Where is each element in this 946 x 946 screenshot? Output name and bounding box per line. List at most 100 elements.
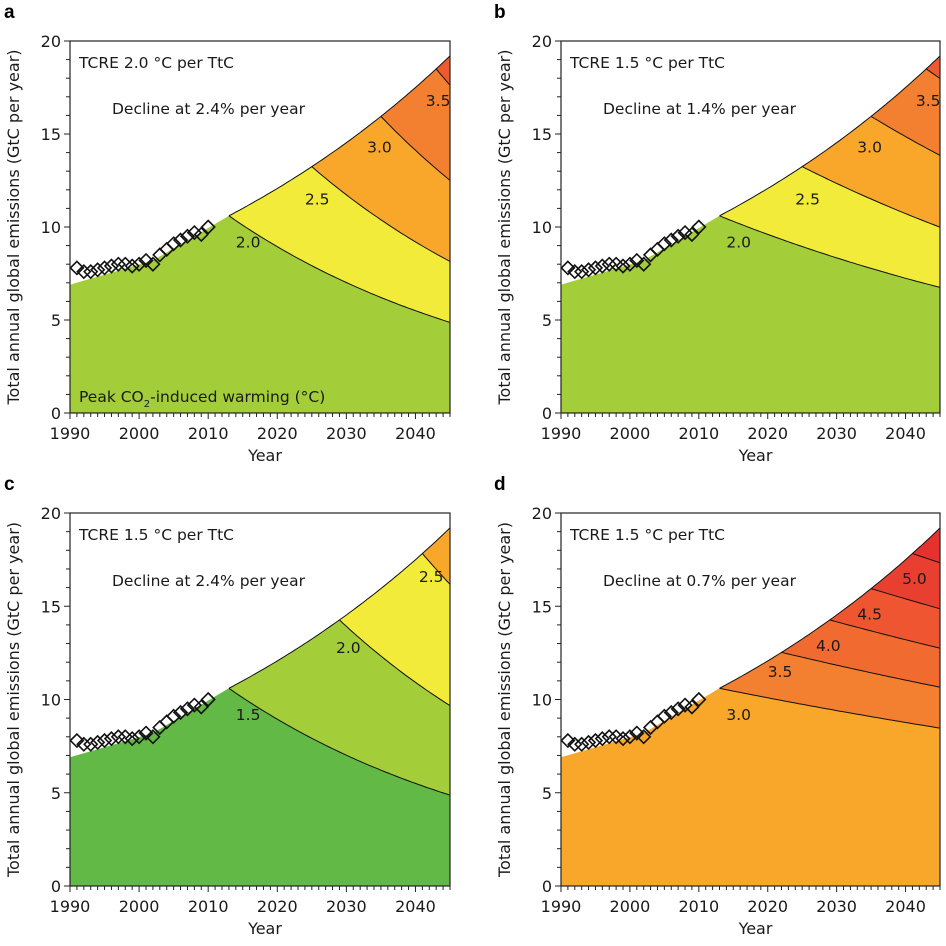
region-label: 4.0	[816, 637, 841, 655]
y-axis-title: Total annual global emissions (GtC per y…	[495, 522, 514, 878]
historical-marker	[69, 260, 85, 276]
x-axis-title: Year	[738, 919, 773, 938]
x-tick-label: 1990	[50, 424, 91, 443]
historical-marker	[103, 258, 120, 274]
historical-marker	[691, 691, 707, 708]
y-tick-label: 10	[41, 218, 61, 237]
historical-marker	[179, 701, 196, 717]
historical-marker	[166, 708, 182, 724]
tcre-annotation: TCRE 1.5 °C per TtC	[569, 54, 725, 72]
y-tick-label: 5	[51, 311, 61, 330]
historical-marker	[580, 262, 597, 278]
y-tick-label: 5	[542, 784, 552, 803]
x-tick-label: 1990	[541, 424, 582, 443]
region-label: 3.5	[768, 663, 793, 681]
historical-marker	[138, 725, 154, 741]
region-label: 2.5	[419, 568, 444, 586]
historical-marker	[691, 219, 707, 235]
decline-curve	[719, 215, 941, 288]
decline-curve	[422, 553, 451, 585]
y-tick-label: 15	[532, 125, 552, 144]
historical-marker	[670, 228, 686, 244]
historical-marker	[629, 252, 645, 269]
decline-curve	[801, 166, 941, 228]
historical-marker	[594, 731, 610, 747]
x-tick-label: 2030	[326, 897, 367, 916]
x-tick-label: 2040	[395, 897, 436, 916]
panel-d: d 3.0 3.5 4.0 4.5 5.0 0 5 10 15 20 1990 2000 2010 2020…	[494, 474, 941, 938]
historical-marker	[200, 691, 216, 708]
region-3.0	[802, 116, 940, 228]
historical-marker	[83, 264, 99, 280]
region-top	[422, 527, 450, 585]
decline-curve	[339, 619, 451, 707]
decline-annotation: Decline at 2.4% per year	[112, 572, 306, 590]
region-label: 2.0	[336, 639, 361, 657]
historical-marker	[594, 258, 610, 274]
historical-marker	[166, 236, 182, 252]
region-5.0	[871, 553, 940, 609]
historical-marker	[138, 252, 154, 269]
y-axis-title: Total annual global emissions (GtC per y…	[4, 522, 23, 878]
historical-marker	[615, 258, 631, 274]
x-tick-label: 2010	[678, 897, 719, 916]
x-tick-label: 2010	[678, 424, 719, 443]
y-tick-label: 5	[542, 311, 552, 330]
historical-marker	[110, 729, 126, 745]
x-tick-label: 2020	[747, 424, 788, 443]
region-4.5	[829, 588, 940, 649]
region-top	[912, 527, 940, 563]
decline-curve	[829, 619, 941, 649]
decline-curve	[380, 116, 451, 181]
y-tick-label: 5	[51, 784, 61, 803]
x-tick-label: 2030	[816, 424, 857, 443]
historical-marker	[567, 264, 583, 280]
decline-curve	[311, 166, 451, 262]
y-tick-label: 20	[532, 32, 552, 51]
historical-marker	[622, 256, 638, 272]
y-tick-label: 10	[532, 691, 552, 710]
region-label: 2.5	[795, 191, 820, 209]
y-tick-label: 0	[51, 404, 61, 423]
historical-marker	[96, 732, 113, 749]
region-2.0	[561, 215, 940, 413]
historical-marker	[90, 262, 106, 278]
historical-marker	[622, 729, 638, 745]
region-2.0	[228, 619, 450, 796]
decline-curve	[925, 68, 941, 79]
region-label: 3.5	[426, 92, 451, 110]
y-tick-label: 20	[41, 504, 61, 523]
region-2.0	[70, 215, 450, 413]
decline-curve	[912, 553, 941, 564]
panel-letter: b	[494, 2, 506, 23]
historical-marker	[567, 736, 583, 752]
tcre-annotation: TCRE 1.5 °C per TtC	[78, 526, 234, 544]
panel-letter: d	[494, 474, 506, 495]
x-tick-label: 1990	[50, 897, 91, 916]
x-tick-label: 2010	[188, 424, 229, 443]
tcre-annotation: TCRE 1.5 °C per TtC	[569, 526, 725, 544]
y-tick-label: 10	[41, 691, 61, 710]
region-label: 4.5	[857, 605, 882, 623]
region-label: 3.5	[916, 92, 941, 110]
region-3.5	[380, 68, 450, 181]
region-3.5	[719, 652, 940, 729]
x-tick-label: 2000	[119, 424, 160, 443]
x-tick-label: 2000	[610, 424, 651, 443]
x-tick-label: 2040	[885, 897, 926, 916]
envelope-line	[719, 527, 941, 689]
historical-marker	[663, 232, 679, 248]
region-3.5	[871, 68, 940, 156]
decline-annotation: Decline at 0.7% per year	[603, 572, 797, 590]
historical-marker	[172, 704, 189, 721]
y-axis-title: Total annual global emissions (GtC per y…	[495, 49, 514, 405]
x-axis-title: Year	[247, 446, 282, 465]
x-tick-label: 2020	[257, 897, 298, 916]
x-tick-label: 2030	[816, 897, 857, 916]
historical-marker	[110, 256, 126, 272]
historical-marker	[587, 260, 604, 276]
historical-marker	[131, 256, 147, 272]
x-tick-label: 2040	[885, 424, 926, 443]
x-tick-label: 2000	[610, 897, 651, 916]
historical-marker	[90, 734, 106, 751]
